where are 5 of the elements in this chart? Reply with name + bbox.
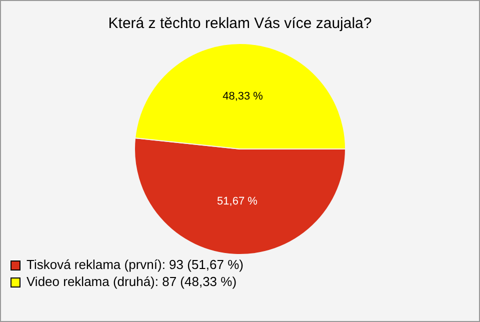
data-label: 51,67 % <box>217 196 258 208</box>
legend-label: Video reklama (druhá): 87 (48,33 %) <box>26 274 237 290</box>
chart-title: Která z těchto reklam Vás více zaujala? <box>108 15 372 32</box>
data-label: 48,33 % <box>222 90 264 102</box>
legend-label: Tisková reklama (první): 93 (51,67 %) <box>26 257 244 272</box>
